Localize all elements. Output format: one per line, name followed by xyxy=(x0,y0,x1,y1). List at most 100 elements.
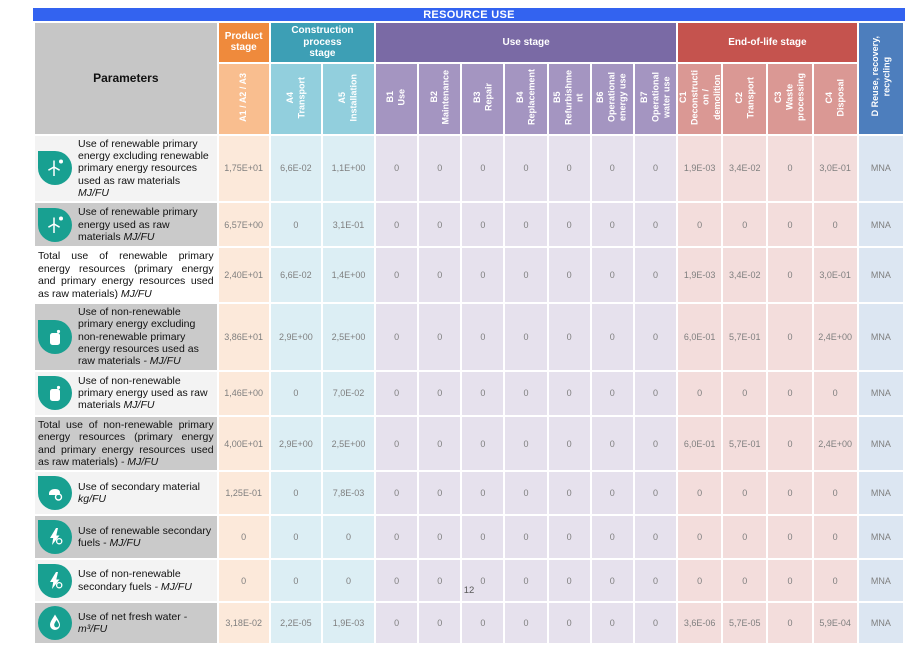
value-cell: 0 xyxy=(505,135,547,202)
value-cell: 0 xyxy=(270,371,321,415)
unit-label: - MJ/FU xyxy=(143,355,181,368)
value-cell: 0 xyxy=(505,603,547,644)
value-cell: 2,40E+01 xyxy=(218,248,269,302)
unit-label: MJ/FU xyxy=(120,287,152,300)
value-cell: 0 xyxy=(505,472,547,515)
col-header-c4-disposal: C4 Disposal xyxy=(813,63,857,134)
value-cell: 0 xyxy=(462,371,504,415)
value-cell: 0 xyxy=(591,416,633,471)
value-cell: 3,1E-01 xyxy=(322,203,375,247)
value-cell: 0 xyxy=(322,560,375,602)
value-cell: 2,5E+00 xyxy=(322,416,375,471)
parameter-label: Use of net fresh water - m³/FU xyxy=(35,603,217,644)
group-use-stage: Use stage xyxy=(376,23,677,62)
value-cell: 0 xyxy=(634,472,677,515)
value-cell: MNA xyxy=(858,248,903,302)
value-cell: 0 xyxy=(548,203,590,247)
unit-label: - m³/FU xyxy=(78,610,188,636)
value-cell: 3,4E-02 xyxy=(723,135,767,202)
value-cell: 0 xyxy=(591,203,633,247)
value-cell: 2,2E-05 xyxy=(270,603,321,644)
value-cell: 0 xyxy=(591,371,633,415)
value-cell: 1,9E-03 xyxy=(322,603,375,644)
group-construction-stage: Construction process stage xyxy=(270,23,375,62)
value-cell: 1,9E-03 xyxy=(678,135,722,202)
value-cell: 0 xyxy=(591,135,633,202)
table-row: Use of renewable primary energy excludin… xyxy=(35,135,903,202)
value-cell: 0 xyxy=(462,472,504,515)
value-cell: 0 xyxy=(634,203,677,247)
col-header-b7-operational-water: B7 Operational water use xyxy=(634,63,677,134)
value-cell: 1,1E+00 xyxy=(322,135,375,202)
value-cell: 0 xyxy=(723,472,767,515)
value-cell: MNA xyxy=(858,603,903,644)
value-cell: 0 xyxy=(419,303,461,370)
parameter-label: Use of renewable secondary fuels - MJ/FU xyxy=(35,516,217,559)
value-cell: 0 xyxy=(591,303,633,370)
col-header-c2-transport: C2 Transport xyxy=(723,63,767,134)
secondary-fuel-icon xyxy=(38,520,72,555)
value-cell: 0 xyxy=(505,203,547,247)
value-cell: 0 xyxy=(548,603,590,644)
value-cell: MNA xyxy=(858,560,903,602)
col-header-a4-transport: A4 Transport xyxy=(270,63,321,134)
col-header-b1-use: B1 Use xyxy=(376,63,418,134)
page-number: 12 xyxy=(463,585,475,596)
value-cell: 0 xyxy=(634,416,677,471)
value-cell: 3,4E-02 xyxy=(723,248,767,302)
value-cell: 0 xyxy=(591,560,633,602)
value-cell: 0 xyxy=(768,248,812,302)
renewable-energy-icon xyxy=(38,151,72,186)
value-cell: 0 xyxy=(218,516,269,559)
value-cell: 0 xyxy=(678,203,722,247)
value-cell: 3,18E-02 xyxy=(218,603,269,644)
value-cell: 1,46E+00 xyxy=(218,371,269,415)
value-cell: 0 xyxy=(548,371,590,415)
value-cell: 0 xyxy=(505,560,547,602)
col-header-b3-repair: B3 Repair xyxy=(462,63,504,134)
secondary-fuel-icon xyxy=(38,563,72,598)
unit-label: MJ/FU xyxy=(123,231,155,244)
value-cell: 0 xyxy=(270,203,321,247)
value-cell: 0 xyxy=(591,472,633,515)
col-header-c3-waste-processing: C3 Waste processing xyxy=(768,63,812,134)
value-cell: 0 xyxy=(678,371,722,415)
value-cell: 0 xyxy=(376,516,418,559)
value-cell: 5,7E-01 xyxy=(723,416,767,471)
table-row: Use of non-renewable primary energy excl… xyxy=(35,303,903,370)
value-cell: 0 xyxy=(270,560,321,602)
value-cell: 0 xyxy=(462,416,504,471)
table-row: Use of secondary material kg/FU 1,25E-01 … xyxy=(35,472,903,515)
value-cell: 0 xyxy=(813,371,857,415)
value-cell: 0 xyxy=(813,472,857,515)
unit-label: MJ/FU xyxy=(123,399,155,412)
parameter-label: Use of non-renewable secondary fuels - M… xyxy=(35,560,217,602)
value-cell: 0 xyxy=(678,560,722,602)
value-cell: 0 xyxy=(548,416,590,471)
value-cell: 0 xyxy=(634,603,677,644)
value-cell: 0 xyxy=(462,135,504,202)
unit-label: MJ/FU xyxy=(109,537,141,550)
unit-label: MJ/FU xyxy=(78,187,109,199)
value-cell: 0 xyxy=(376,371,418,415)
value-cell: 0 xyxy=(768,303,812,370)
value-cell: 0 xyxy=(548,135,590,202)
value-cell: MNA xyxy=(858,303,903,370)
col-header-a5-installation: A5 Installation xyxy=(322,63,375,134)
renewable-energy-icon xyxy=(38,207,72,242)
value-cell: 1,4E+00 xyxy=(322,248,375,302)
table-row: Use of non-renewable primary energy used… xyxy=(35,371,903,415)
value-cell: 0 xyxy=(768,472,812,515)
group-end-of-life-stage: End-of-life stage xyxy=(678,23,857,62)
value-cell: 0 xyxy=(678,472,722,515)
value-cell: MNA xyxy=(858,472,903,515)
value-cell: 0 xyxy=(419,472,461,515)
col-header-a1-a2-a3: A1 / A2 / A3 xyxy=(218,63,269,134)
table-row: Total use of renewable primary energy re… xyxy=(35,248,903,302)
value-cell: 5,9E-04 xyxy=(813,603,857,644)
value-cell: 0 xyxy=(548,248,590,302)
value-cell: 0 xyxy=(768,603,812,644)
value-cell: 0 xyxy=(462,303,504,370)
parameter-label: Total use of renewable primary energy re… xyxy=(35,248,217,302)
value-cell: 2,9E+00 xyxy=(270,303,321,370)
